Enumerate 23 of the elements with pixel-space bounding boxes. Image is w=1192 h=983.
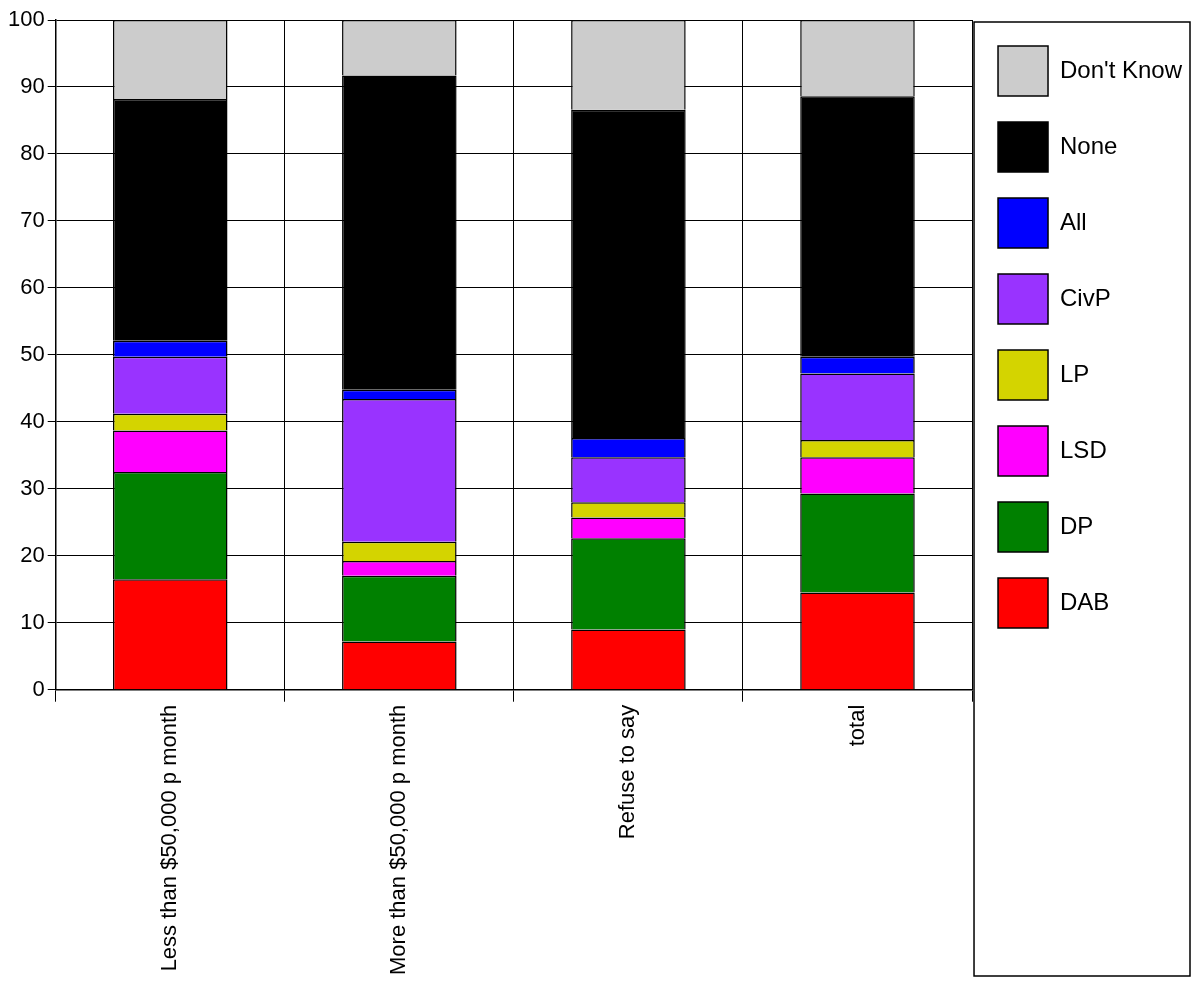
y-tick-label: 80	[20, 140, 45, 165]
legend-label: DP	[1060, 511, 1094, 539]
y-tick-label: 40	[20, 407, 45, 433]
legend-label: All	[1060, 207, 1087, 235]
y-tick-label: 50	[20, 340, 45, 366]
y-tick-label: 90	[20, 73, 45, 99]
legend-label: Don't Know	[1060, 55, 1183, 83]
y-tick-label: 60	[20, 273, 45, 299]
y-tick-label: 10	[20, 608, 45, 634]
y-tick-label: 0	[32, 675, 45, 701]
x-tick-label: Less than $50,000 p month	[156, 704, 182, 972]
y-tick-label: 100	[7, 6, 45, 32]
legend-label: LSD	[1060, 435, 1107, 463]
legend-label: DAB	[1060, 587, 1110, 615]
y-tick-label: 30	[20, 474, 45, 500]
legend-label: LP	[1060, 359, 1090, 387]
y-tick-label: 20	[20, 541, 45, 567]
x-tick-label: total	[843, 704, 869, 747]
legend-label: None	[1060, 131, 1118, 159]
x-tick-label: More than $50,000 p month	[385, 704, 411, 975]
y-tick-label: 70	[20, 206, 45, 232]
legend-label: CivP	[1060, 283, 1111, 311]
x-tick-label: Refuse to say	[614, 704, 640, 840]
